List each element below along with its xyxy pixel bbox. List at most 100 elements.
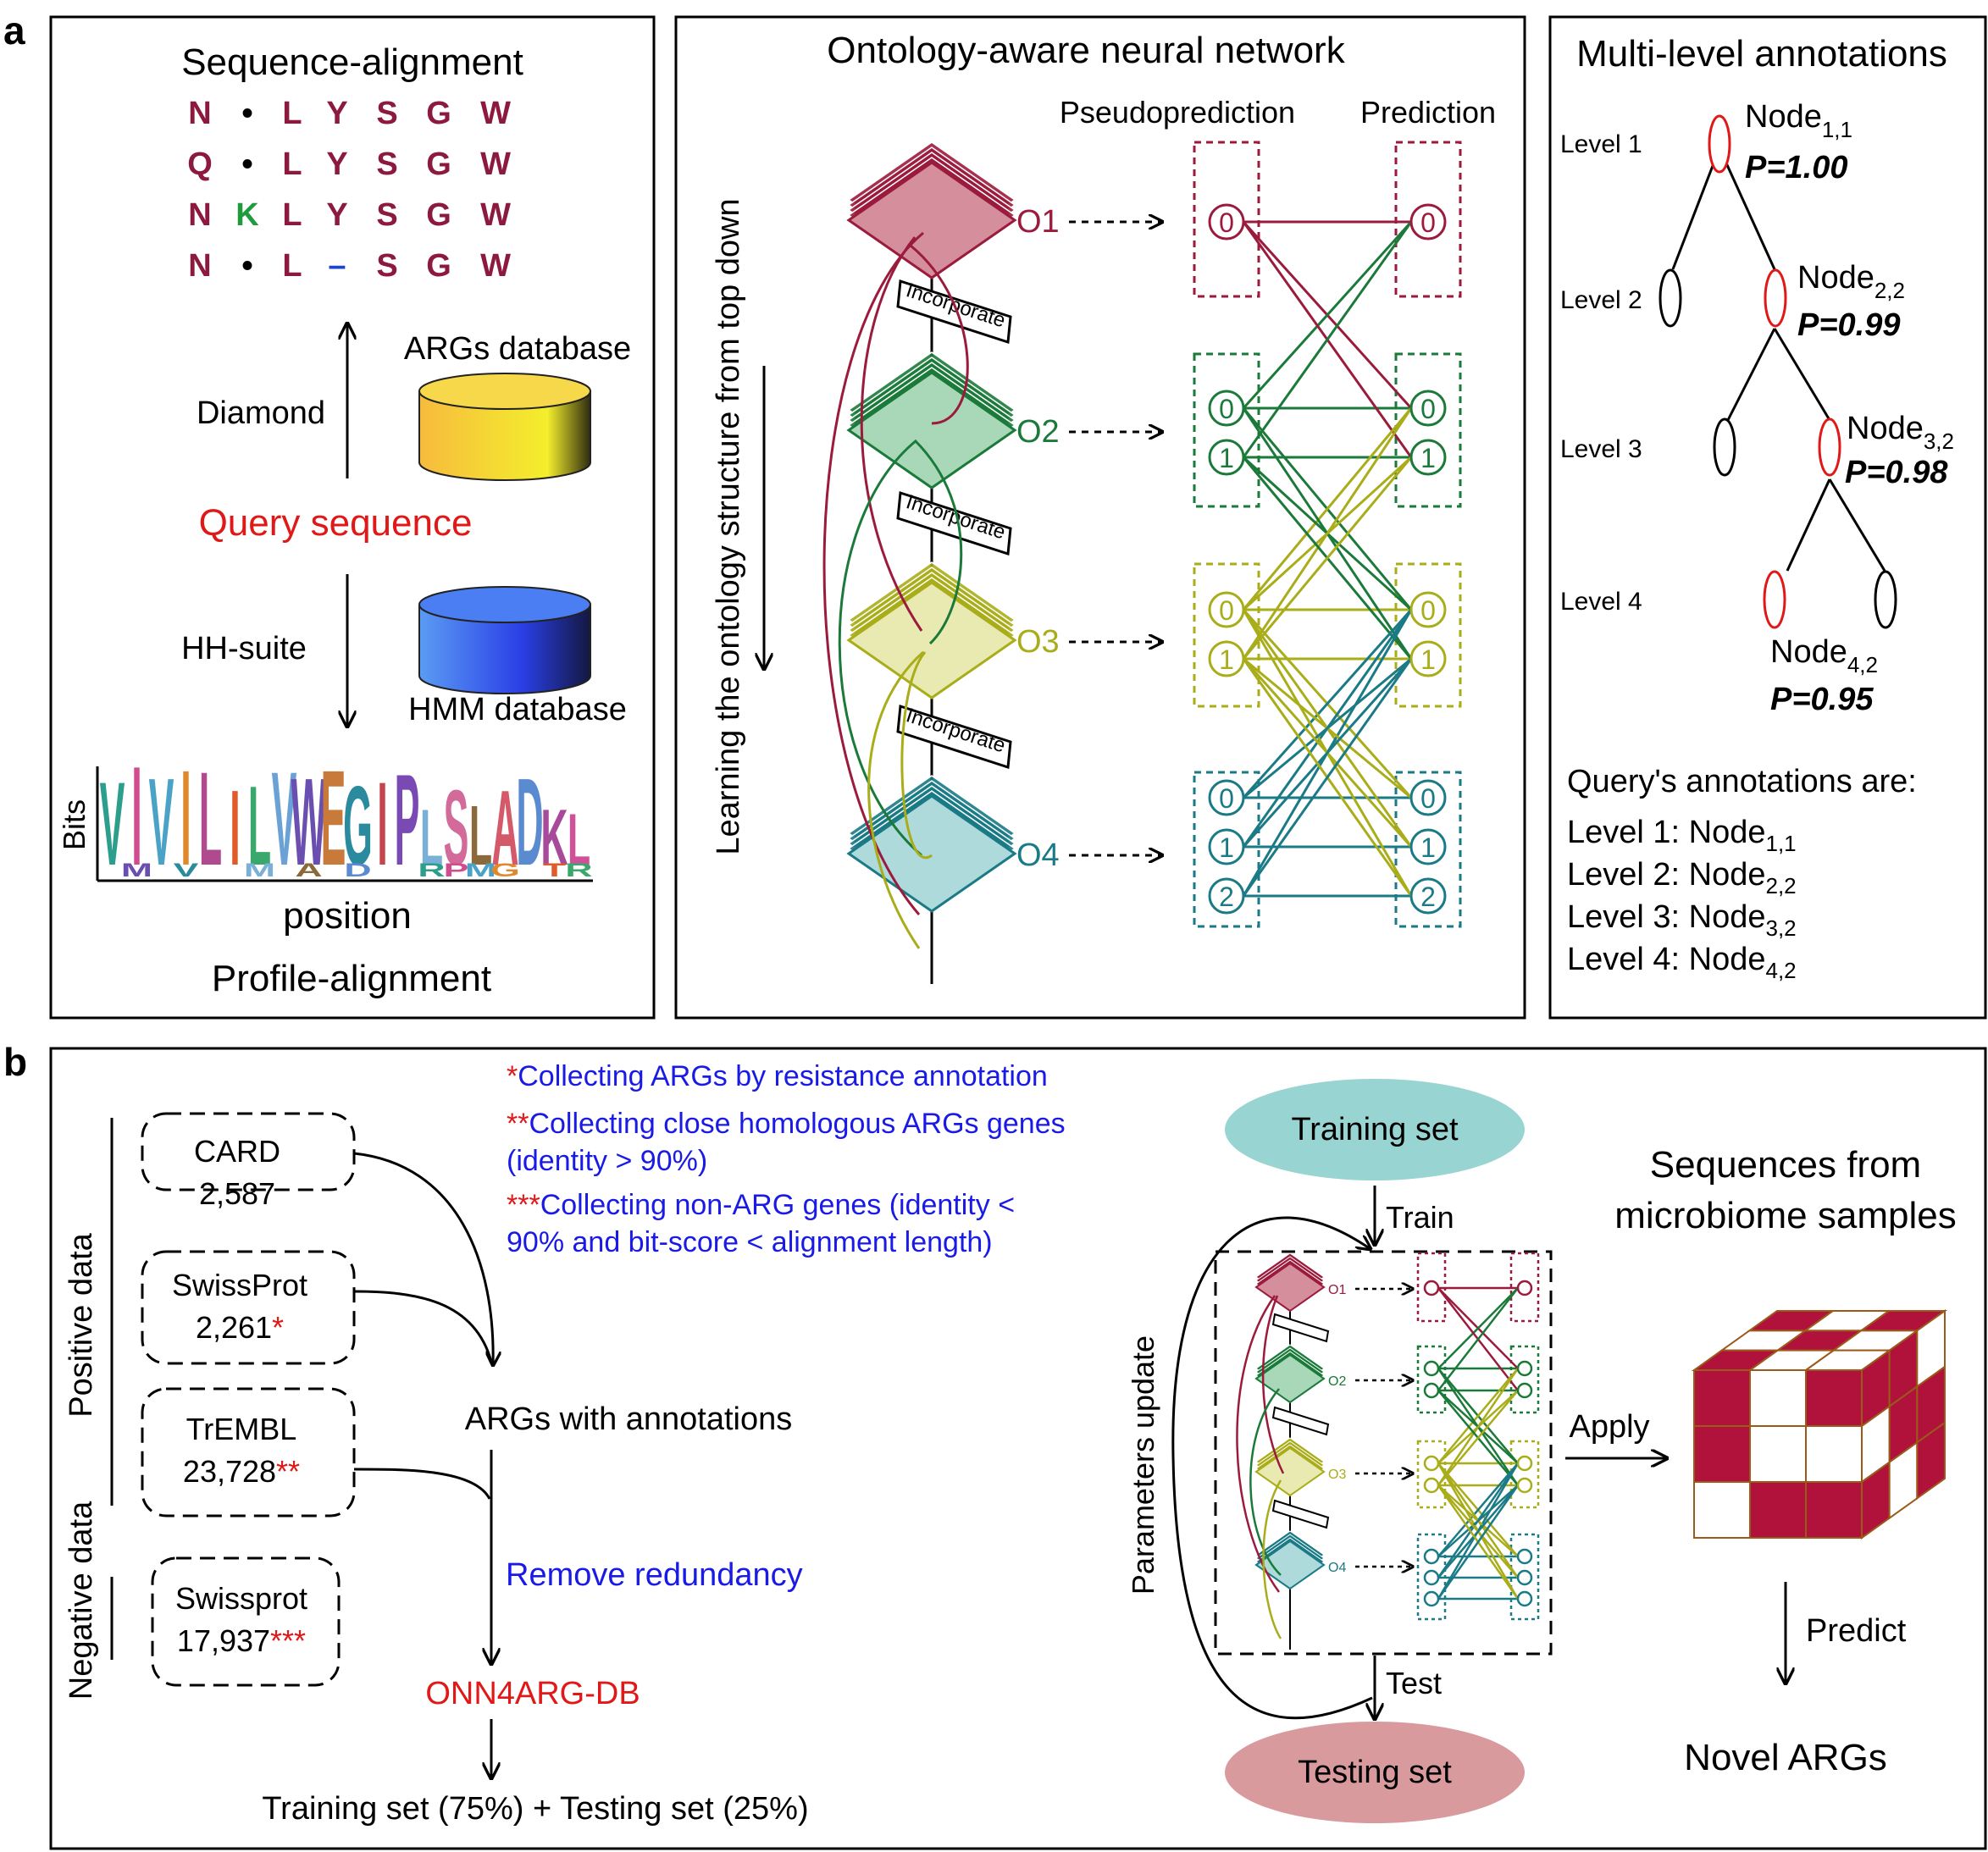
mini-node [1516,1455,1533,1472]
seq-panel: Sequence-alignment N • L Y S G WQ • L Y S G WN K L Y S G W… [57,41,631,999]
logo-letter: L [248,764,271,890]
args-db-cylinder [418,373,591,481]
connection-line [1243,657,1412,799]
cube-front-cell [1693,1369,1751,1427]
query-annotations-title: Query's annotations are: [1567,764,1917,799]
apply-label: Apply [1569,1409,1649,1445]
panel-nn-frame [674,15,1526,1020]
connection-line [1242,609,1413,799]
source-name: CARD [194,1134,280,1169]
microbiome-cube [1691,1309,1948,1540]
incorporate-box [896,705,1012,769]
layer-label: O3 [1016,624,1060,660]
node-label: 1 [1219,832,1234,863]
mini-node [1423,1455,1440,1472]
node-label: 0 [1219,394,1234,424]
network-node [1208,203,1245,240]
annotation-sub: 3,2 [1766,915,1797,941]
mini-arc [1236,1295,1281,1593]
logo-letter: E [321,743,346,893]
split-label: Training set (75%) + Testing set (25%) [262,1791,808,1827]
trembl-flow-line [353,1468,491,1500]
annotation-level: Level 3: Node [1567,899,1766,935]
mini-node [1516,1590,1533,1607]
note-mark: * [507,1060,518,1092]
mini-connection [1437,1484,1519,1578]
novel-args-label: Novel ARGs [1684,1737,1887,1778]
alignment-residue: L [282,147,302,182]
mini-arc [1249,1388,1282,1576]
nn-panel: Ontology-aware neural network Pseudopred… [711,30,1496,984]
node-group-box [1394,562,1462,708]
mini-layer-label: O2 [1328,1374,1346,1389]
test-label: Test [1386,1666,1442,1700]
alignment-residue: G [426,147,451,182]
ml-panel: Multi-level annotations Level 1 Level 2 Le… [1560,33,1954,983]
diamond-label: Diamond [197,395,325,431]
source-name: TrEMBL [186,1412,297,1446]
tree-node-name: Node [1797,260,1874,296]
mini-node [1516,1280,1533,1296]
node-label: 0 [1420,783,1436,814]
annotation-line: Level 2: Node2,2 [1567,857,1797,898]
network-node [1208,439,1245,476]
level-label: Level 2 [1560,286,1642,314]
testing-set-ellipse [1225,1722,1525,1823]
logo-sub-letter: V [174,860,199,881]
tree-node-label: Node1,1 [1745,99,1852,142]
tree-node-probability: P=0.98 [1845,455,1948,490]
logo-letter: S [444,769,469,888]
cube-front-cell [1749,1481,1807,1539]
seq-title: Sequence-alignment [181,41,523,83]
source-count: 17,937*** [177,1623,306,1658]
note-text: (identity > 90%) [507,1145,707,1177]
mini-network: O1 O2 O3 O4 [1236,1252,1540,1650]
alignment-residue: N [188,197,211,233]
testing-set-label: Testing set [1298,1755,1452,1790]
source-count-value: 2,587 [199,1176,275,1211]
position-label: position [283,895,412,937]
source-box [141,1387,356,1518]
profile-title: Profile-alignment [212,958,491,999]
alignment-residue: W [480,197,511,233]
source-box [141,1250,356,1365]
hmm-db-label: HMM database [408,692,627,727]
card-flow-arrow [353,1152,493,1365]
source-box [141,1112,356,1191]
logo-sub-letter: G [490,860,520,881]
tree-node-label: Node3,2 [1847,411,1954,454]
logo-letter: I [180,743,191,893]
logo-sub-letter: A [295,860,322,881]
mini-node-box [1509,1533,1540,1621]
logo-letter: K [540,794,568,882]
node-group-box [1394,141,1462,298]
cube-front-cell [1693,1481,1751,1539]
node-label: 1 [1219,443,1234,473]
db-label: ONN4ARG-DB [425,1676,640,1711]
negative-label: Negative data [64,1501,99,1700]
node-label: 0 [1420,595,1436,626]
connection-line [1242,221,1413,458]
mini-node [1423,1477,1440,1494]
source-count-value: 2,261 [196,1310,272,1345]
sequences-label-line2: microbiome samples [1614,1195,1956,1236]
panel-ml-frame [1548,15,1987,1020]
alignment-residue: Y [326,197,347,233]
level-label: Level 3 [1560,435,1642,463]
tree-node-name: Node [1745,99,1822,135]
mini-arc [1262,1479,1282,1639]
hmm-db-cylinder [418,586,591,694]
connection-line [1242,658,1413,848]
logo-letter: I [230,769,240,888]
tree-node [1659,268,1682,328]
network-node [1208,640,1245,677]
annotation-sub: 2,2 [1766,873,1797,898]
note-mark: ** [507,1108,529,1140]
incorporate-arc [860,236,923,632]
cube-front-cell [1805,1481,1863,1539]
incorporate-box [896,279,1012,344]
alignment-residue: S [376,248,397,284]
note-mark: *** [507,1189,540,1221]
